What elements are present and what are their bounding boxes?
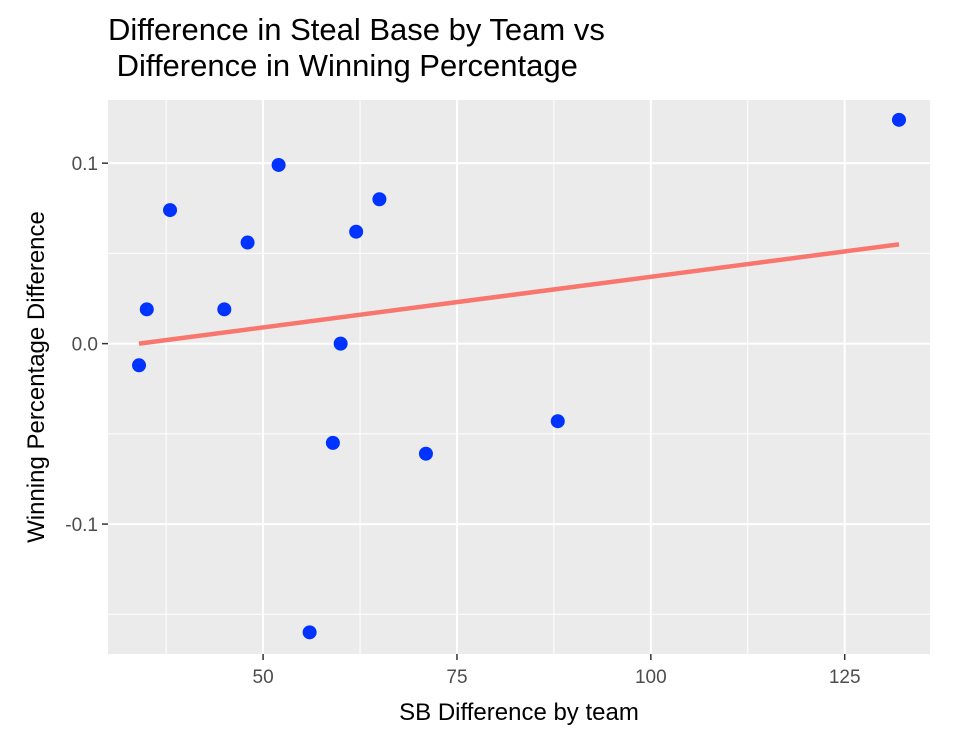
chart-title-line-1: Difference in Steal Base by Team vs xyxy=(108,12,605,47)
x-tick-label: 75 xyxy=(446,667,467,688)
data-point xyxy=(333,336,348,351)
x-tick-label: 50 xyxy=(253,667,274,688)
data-point xyxy=(302,625,317,640)
major-gridlines xyxy=(108,100,930,654)
data-point xyxy=(325,435,340,450)
y-axis-title: Winning Percentage Difference xyxy=(23,211,50,543)
minor-gridlines xyxy=(108,100,930,654)
data-point xyxy=(217,302,232,317)
y-axis-ticks: -0.1 0.0 0.1 xyxy=(65,154,108,536)
y-tick-label: -0.1 xyxy=(65,515,98,536)
trend-line xyxy=(138,242,900,346)
x-axis-ticks: 50 75 100 125 xyxy=(253,654,861,688)
data-point xyxy=(349,224,364,239)
y-tick-label: 0.1 xyxy=(72,154,98,175)
data-point xyxy=(418,446,433,461)
x-axis-title: SB Difference by team xyxy=(399,699,639,726)
data-point xyxy=(891,112,906,127)
data-point xyxy=(550,414,565,429)
y-tick-label: 0.0 xyxy=(72,335,98,356)
data-point xyxy=(240,235,255,250)
data-point xyxy=(139,302,154,317)
x-tick-label: 100 xyxy=(635,667,667,688)
plot-panel xyxy=(108,100,930,654)
x-tick-label: 125 xyxy=(829,667,861,688)
chart-title-line-2: Difference in Winning Percentage xyxy=(108,48,578,83)
data-point xyxy=(163,203,178,218)
data-point xyxy=(372,192,387,207)
data-point xyxy=(132,358,147,373)
data-point xyxy=(271,157,286,172)
data-points xyxy=(132,112,906,640)
